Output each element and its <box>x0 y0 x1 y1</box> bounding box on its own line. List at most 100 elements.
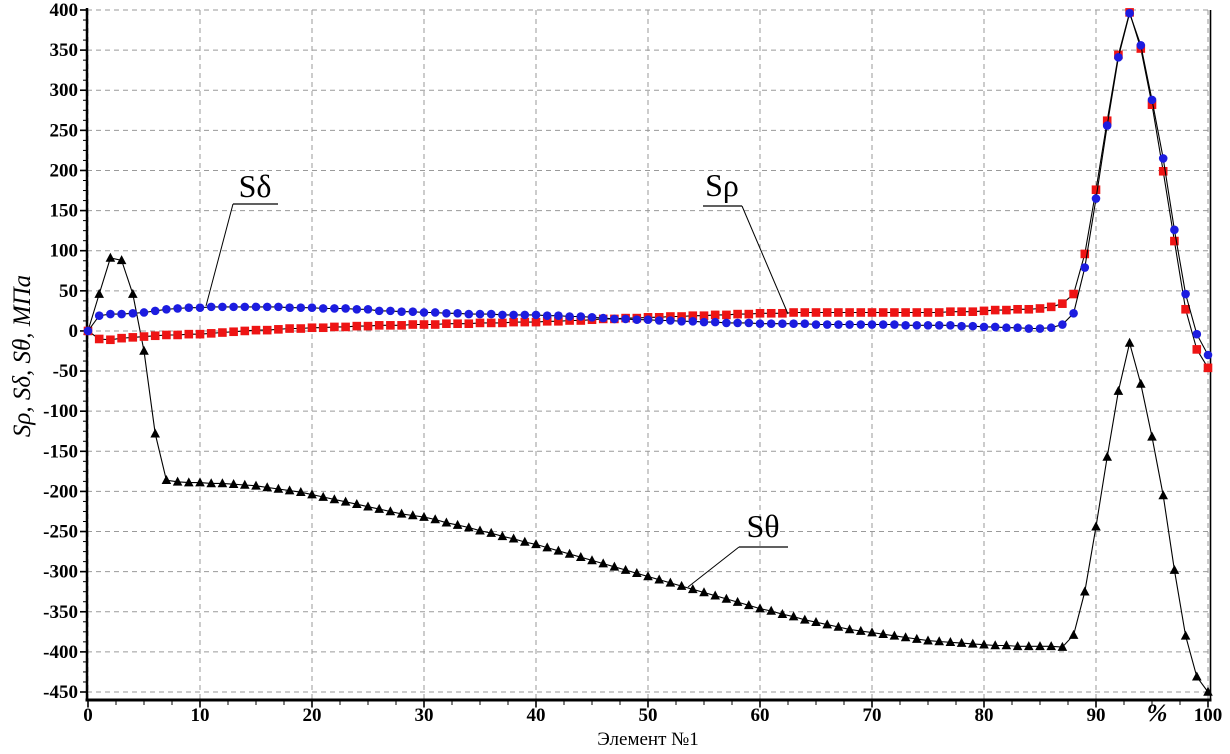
marker-triangle <box>161 474 172 484</box>
marker-circle <box>374 306 384 316</box>
marker-circle <box>173 304 182 313</box>
marker-square <box>688 311 698 320</box>
marker-triangle <box>1001 640 1012 650</box>
marker-circle <box>677 317 686 326</box>
marker-triangle <box>1012 641 1023 651</box>
marker-circle <box>128 308 138 318</box>
y-tick-label: 150 <box>50 201 79 222</box>
marker-triangle <box>1147 431 1157 441</box>
marker-triangle <box>844 624 855 634</box>
marker-triangle <box>811 616 821 626</box>
marker-square <box>1158 166 1168 176</box>
marker-circle <box>576 312 586 321</box>
marker-square <box>878 308 888 317</box>
marker-triangle <box>542 542 552 552</box>
marker-triangle <box>643 571 653 581</box>
marker-triangle <box>340 496 351 506</box>
marker-circle <box>218 302 227 312</box>
marker-triangle <box>800 614 810 624</box>
marker-square <box>789 308 798 317</box>
marker-square <box>755 308 765 318</box>
marker-circle <box>979 322 989 332</box>
marker-triangle <box>150 428 160 438</box>
marker-triangle <box>1169 564 1180 574</box>
marker-circle <box>811 320 821 329</box>
marker-triangle <box>1080 586 1090 596</box>
marker-circle <box>184 303 194 312</box>
marker-triangle <box>273 483 284 493</box>
marker-triangle <box>206 478 216 488</box>
marker-triangle <box>889 630 900 640</box>
annotation-leader-line <box>205 203 234 307</box>
marker-triangle <box>632 568 642 578</box>
marker-circle <box>419 308 429 317</box>
marker-circle <box>1002 323 1011 333</box>
marker-square <box>296 324 306 333</box>
x-axis-title: Элемент №1 <box>597 729 699 750</box>
marker-triangle <box>721 593 732 603</box>
marker-square <box>744 309 754 319</box>
marker-triangle <box>788 611 799 621</box>
marker-square <box>486 318 496 328</box>
marker-triangle <box>956 637 967 647</box>
marker-circle <box>1102 121 1112 130</box>
marker-triangle <box>363 501 373 511</box>
marker-square <box>341 322 350 332</box>
marker-triangle <box>900 632 911 642</box>
marker-square <box>498 318 507 328</box>
marker-circle <box>106 309 115 319</box>
marker-circle <box>442 308 451 318</box>
marker-square <box>397 321 406 330</box>
marker-circle <box>195 303 205 312</box>
marker-square <box>1058 299 1067 308</box>
marker-circle <box>890 320 899 329</box>
marker-circle <box>509 310 518 320</box>
marker-triangle <box>396 508 407 518</box>
marker-circle <box>946 321 955 330</box>
marker-square <box>890 308 899 317</box>
x-tick-label: 30 <box>415 705 434 726</box>
marker-square <box>531 317 541 327</box>
marker-square <box>251 325 261 335</box>
marker-triangle <box>531 539 541 549</box>
x-tick-label: 0 <box>83 705 93 726</box>
marker-triangle <box>508 533 519 543</box>
marker-square <box>352 321 362 331</box>
marker-square <box>1002 305 1011 315</box>
marker-circle <box>957 321 966 331</box>
marker-circle <box>878 320 888 329</box>
marker-circle <box>621 314 630 324</box>
marker-square <box>934 308 944 317</box>
marker-circle <box>229 302 238 312</box>
marker-square <box>229 327 238 337</box>
marker-triangle <box>385 506 396 516</box>
marker-triangle <box>990 640 1000 650</box>
marker-triangle <box>732 596 743 606</box>
marker-triangle <box>139 345 149 355</box>
marker-circle <box>1069 308 1078 318</box>
marker-square <box>453 319 462 329</box>
marker-circle <box>1091 194 1101 203</box>
marker-square <box>1080 249 1090 259</box>
marker-triangle <box>497 531 508 541</box>
marker-circle <box>744 318 754 328</box>
marker-circle <box>117 309 126 319</box>
marker-circle <box>408 307 418 316</box>
marker-square <box>1024 304 1034 314</box>
marker-square <box>218 328 227 337</box>
marker-triangle <box>172 476 183 486</box>
marker-circle <box>934 321 944 330</box>
marker-triangle <box>1113 385 1124 395</box>
marker-triangle <box>1102 451 1112 461</box>
marker-square <box>1181 304 1190 314</box>
marker-square <box>912 308 922 317</box>
marker-circle <box>1170 225 1179 235</box>
marker-circle <box>598 313 608 323</box>
marker-triangle <box>564 548 575 558</box>
marker-square <box>285 324 294 333</box>
marker-triangle <box>912 633 922 643</box>
marker-square <box>274 325 283 334</box>
marker-triangle <box>598 558 608 568</box>
marker-square <box>722 310 731 320</box>
